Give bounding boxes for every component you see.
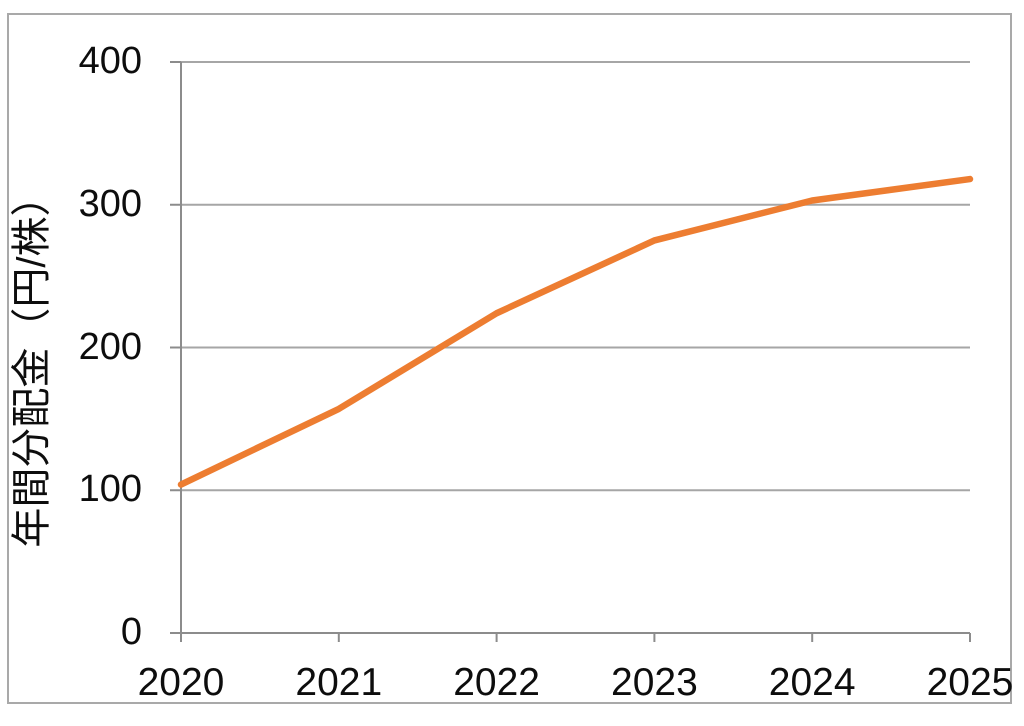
- series-line: [177, 175, 974, 488]
- y-axis-title: 年間分配金（円/株）: [10, 176, 54, 548]
